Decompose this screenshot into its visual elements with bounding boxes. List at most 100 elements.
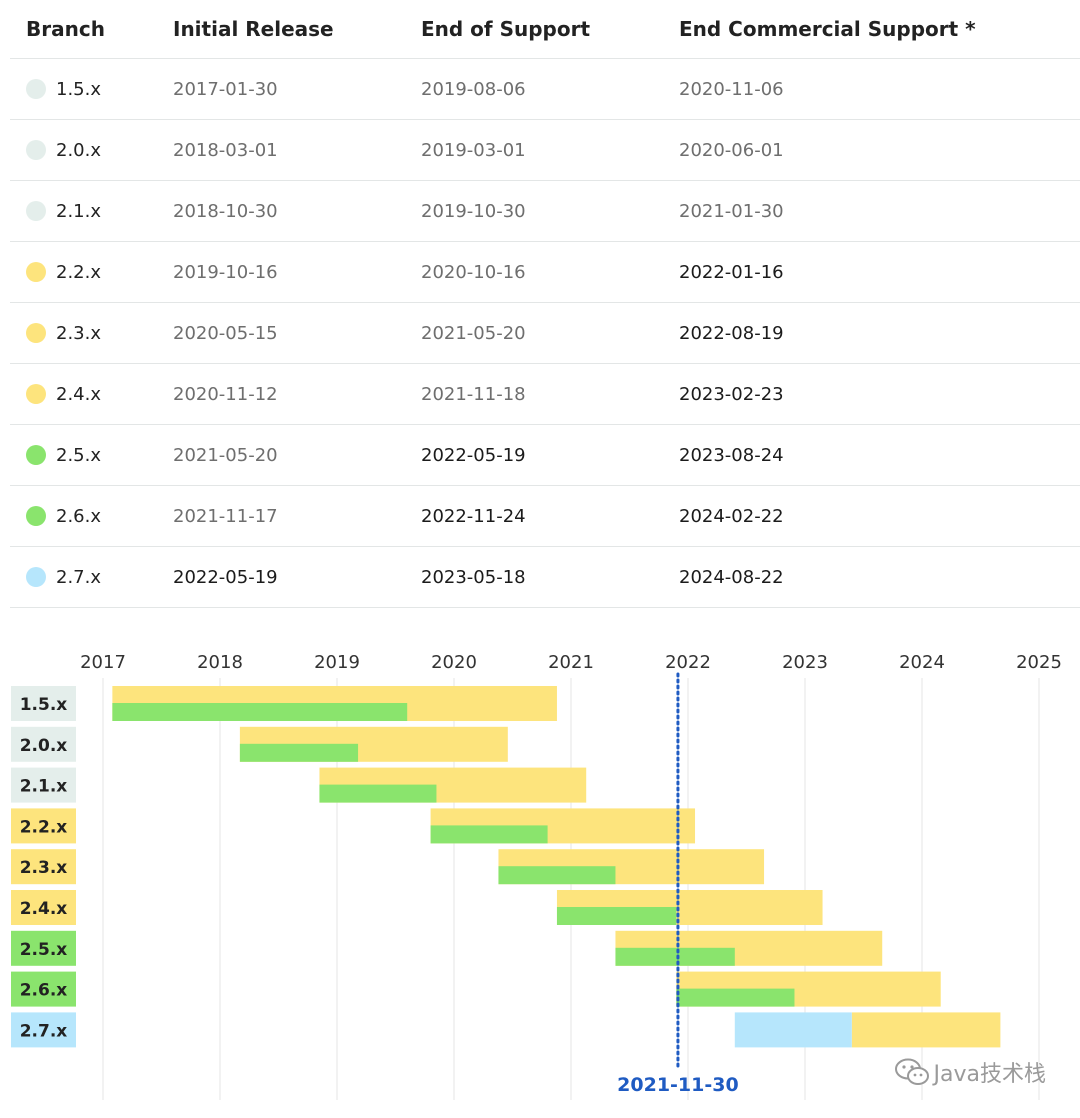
oss-support-bar	[556, 907, 677, 925]
status-dot	[26, 506, 46, 526]
status-dot	[26, 262, 46, 282]
table-header: Branch Initial Release End of Support En…	[10, 0, 1080, 59]
watermark-text: Java技术栈	[933, 1062, 1046, 1087]
branch-name: 2.6.x	[56, 505, 101, 527]
support-table: Branch Initial Release End of Support En…	[10, 0, 1080, 608]
branch-label-box	[11, 971, 76, 1007]
branch-label: 2.3.x	[20, 858, 68, 878]
table-body: 1.5.x 2017-01-30 2019-08-06 2020-11-06 2.0.x…	[10, 59, 1080, 608]
end-of-support-cell: 2021-05-20	[421, 322, 526, 344]
branch-name: 2.7.x	[56, 566, 101, 588]
end-commercial-support-cell: 2023-02-23	[679, 383, 784, 405]
today-label: 2021-11-30	[617, 1074, 739, 1096]
branch-name: 2.0.x	[56, 139, 101, 161]
branch-cell: 2.1.x	[26, 181, 101, 241]
x-tick-label: 2024	[899, 652, 945, 673]
table-row: 2.4.x 2020-11-12 2021-11-18 2023-02-23	[10, 364, 1080, 425]
x-tick-label: 2022	[665, 652, 711, 673]
x-tick-label: 2021	[548, 652, 594, 673]
end-commercial-support-cell: 2024-08-22	[679, 566, 784, 588]
branch-label-box	[11, 890, 76, 925]
branch-label: 2.4.x	[20, 899, 68, 919]
x-tick-label: 2025	[1016, 652, 1062, 673]
oss-support-bar	[319, 784, 437, 803]
support-timeline-chart: 2017 2018 2019 2020 2021 2022 2023 2024 2025 1.5.…	[11, 652, 1062, 1100]
branch-label: 2.6.x	[20, 981, 68, 1001]
status-dot	[26, 140, 46, 160]
branch-label: 2.5.x	[20, 940, 68, 960]
end-of-support-cell: 2021-11-18	[421, 383, 526, 405]
end-commercial-support-cell: 2023-08-24	[679, 444, 784, 466]
x-tick-label: 2023	[782, 652, 828, 673]
oss-support-bar	[676, 988, 795, 1007]
end-commercial-support-cell: 2024-02-22	[679, 505, 784, 527]
status-dot	[26, 79, 46, 99]
initial-release-cell: 2018-03-01	[173, 139, 278, 161]
oss-support-bar	[430, 825, 548, 844]
branch-cell: 2.0.x	[26, 120, 101, 180]
end-of-support-cell: 2020-10-16	[421, 261, 526, 283]
table-row: 2.3.x 2020-05-15 2021-05-20 2022-08-19	[10, 303, 1080, 364]
branch-label-box	[11, 767, 76, 803]
branch-cell: 2.7.x	[26, 547, 101, 607]
end-of-support-cell: 2019-03-01	[421, 139, 526, 161]
branch-label: 2.1.x	[20, 777, 68, 797]
branch-name: 2.4.x	[56, 383, 101, 405]
table-row: 2.1.x 2018-10-30 2019-10-30 2021-01-30	[10, 181, 1080, 242]
branch-cell: 2.2.x	[26, 242, 101, 302]
branch-cell: 2.3.x	[26, 303, 101, 363]
x-tick-label: 2017	[80, 652, 126, 673]
status-dot	[26, 445, 46, 465]
branch-label-box	[11, 930, 76, 966]
header-end-commercial-support: End Commercial Support *	[679, 17, 976, 41]
table-row: 2.7.x 2022-05-19 2023-05-18 2024-08-22	[10, 547, 1080, 608]
commercial-support-bar	[851, 1012, 1001, 1048]
branch-name: 2.1.x	[56, 200, 101, 222]
status-dot	[26, 567, 46, 587]
branch-name: 1.5.x	[56, 78, 101, 100]
branch-label-box	[11, 1012, 76, 1048]
branch-label-box	[11, 726, 76, 762]
branch-label: 2.7.x	[20, 1021, 68, 1041]
end-of-support-cell: 2019-08-06	[421, 78, 526, 100]
table-row: 2.6.x 2021-11-17 2022-11-24 2024-02-22	[10, 486, 1080, 547]
x-tick-label: 2019	[314, 652, 360, 673]
branch-cell: 1.5.x	[26, 59, 101, 119]
end-of-support-cell: 2023-05-18	[421, 566, 526, 588]
branch-name: 2.3.x	[56, 322, 101, 344]
status-dot	[26, 384, 46, 404]
end-commercial-support-cell: 2020-11-06	[679, 78, 784, 100]
watermark: Java技术栈	[894, 1056, 1046, 1088]
header-end-of-support: End of Support	[421, 17, 591, 41]
initial-release-cell: 2018-10-30	[173, 200, 278, 222]
x-tick-label: 2020	[431, 652, 477, 673]
branch-label-box	[11, 808, 76, 844]
end-commercial-support-cell: 2022-08-19	[679, 322, 784, 344]
header-initial-release: Initial Release	[173, 17, 334, 41]
table-row: 1.5.x 2017-01-30 2019-08-06 2020-11-06	[10, 59, 1080, 120]
branch-cell: 2.6.x	[26, 486, 101, 546]
branch-label-box	[11, 686, 76, 721]
branch-label: 2.2.x	[20, 817, 68, 837]
oss-support-bar	[112, 703, 408, 721]
end-of-support-cell: 2019-10-30	[421, 200, 526, 222]
table-row: 2.0.x 2018-03-01 2019-03-01 2020-06-01	[10, 120, 1080, 181]
table-row: 2.2.x 2019-10-16 2020-10-16 2022-01-16	[10, 242, 1080, 303]
branch-name: 2.5.x	[56, 444, 101, 466]
end-commercial-support-cell: 2022-01-16	[679, 261, 784, 283]
branch-cell: 2.4.x	[26, 364, 101, 424]
branch-name: 2.2.x	[56, 261, 101, 283]
initial-release-cell: 2019-10-16	[173, 261, 278, 283]
status-dot	[26, 201, 46, 221]
branch-label: 1.5.x	[20, 695, 68, 715]
initial-release-cell: 2021-05-20	[173, 444, 278, 466]
initial-release-cell: 2017-01-30	[173, 78, 278, 100]
end-commercial-support-cell: 2021-01-30	[679, 200, 784, 222]
initial-release-cell: 2020-05-15	[173, 322, 278, 344]
branch-label-box	[11, 849, 76, 885]
oss-support-bar	[498, 866, 616, 885]
end-commercial-support-cell: 2020-06-01	[679, 139, 784, 161]
oss-support-bar	[734, 1012, 852, 1048]
initial-release-cell: 2022-05-19	[173, 566, 278, 588]
branch-label: 2.0.x	[20, 736, 68, 756]
